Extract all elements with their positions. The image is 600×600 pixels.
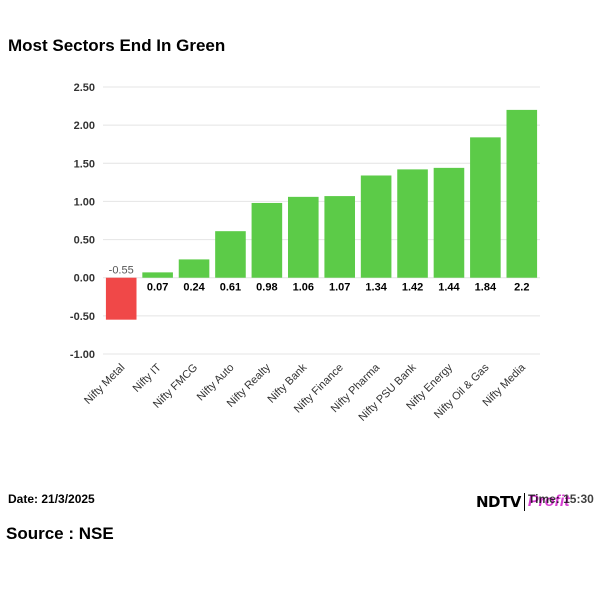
bar-nifty-media [506,109,538,278]
time-label: Time: 15:30 [528,492,594,506]
data-label: 1.84 [475,282,497,294]
data-label: 1.06 [293,282,314,294]
bar-nifty-oil-gas [470,137,501,278]
bar-nifty-bank [287,196,319,278]
data-label: 0.24 [183,282,205,294]
bar-chart: 2.50 2.00 1.50 1.00 0.50 0.00 -0.50 -1.00 -0.55… [70,82,540,424]
y-axis-ticks: 2.50 2.00 1.50 1.00 0.50 0.00 -0.50 -1.00 [70,82,95,361]
data-label: 0.61 [220,282,241,294]
bars [105,109,538,320]
y-tick-label: 2.00 [74,120,95,132]
y-tick-label: 1.00 [74,196,95,208]
bar-nifty-it [142,272,173,278]
data-label: 1.07 [329,282,350,294]
y-tick-label: -1.00 [70,349,95,361]
y-tick-label: 0.50 [74,235,95,247]
chart-title: Most Sectors End In Green [8,36,226,55]
bar-nifty-auto [215,231,246,278]
data-label: 1.44 [438,282,460,294]
bar-nifty-metal [105,277,137,320]
data-label: 1.34 [365,282,387,294]
bar-nifty-pharma [360,175,392,278]
date-label: Date: 21/3/2025 [8,492,95,506]
data-label: 1.42 [402,282,423,294]
logo-profit-text: Profit [527,493,570,510]
data-labels: -0.55 0.07 0.24 0.61 0.98 1.06 1.07 1.34 1.42 1.4… [109,265,530,294]
x-tick-label: Nifty Metal [82,362,127,407]
data-label: 0.98 [256,282,277,294]
logo-separator [523,493,525,511]
x-tick-label: Nifty IT [131,361,164,394]
bar-nifty-psu-bank [397,169,428,278]
grid-lines [103,86,540,355]
y-tick-label: 2.50 [74,82,95,94]
ndtv-profit-logo: NDTV Profit [476,492,570,512]
y-tick-label: -0.50 [70,311,95,323]
y-tick-label: 0.00 [74,273,95,285]
logo-ndtv-text: NDTV [476,493,521,511]
bar-nifty-finance [324,196,356,278]
bar-nifty-energy [433,167,465,278]
source-label: Source : NSE [6,524,114,543]
data-label: 2.2 [514,282,529,294]
data-label: -0.55 [109,265,134,277]
bar-nifty-fmcg [178,259,210,278]
bar-nifty-realty [251,202,283,278]
y-tick-label: 1.50 [74,158,95,170]
data-label: 0.07 [147,282,168,294]
